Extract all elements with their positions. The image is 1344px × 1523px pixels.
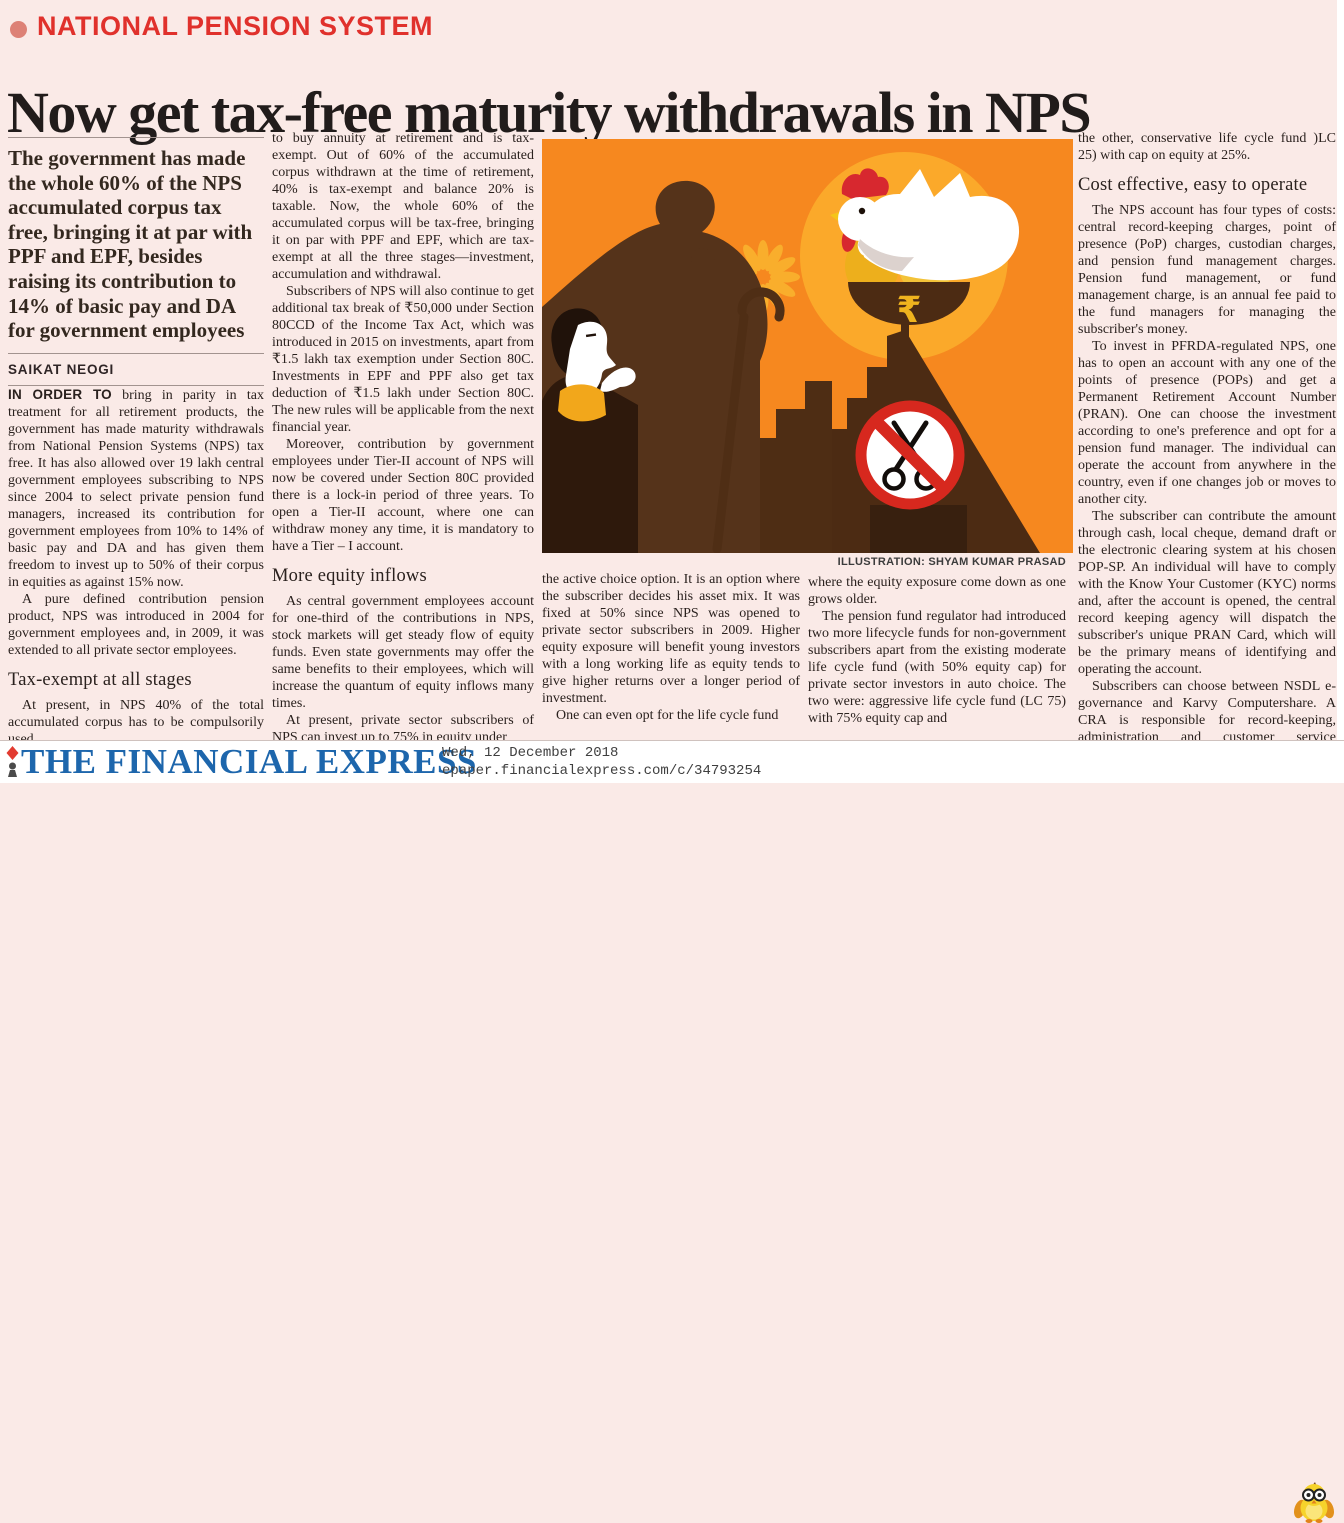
page-title: Now get tax-free maturity withdrawals in… xyxy=(7,79,1092,145)
walking-cane xyxy=(712,287,785,554)
body-paragraph: A pure defined contribution pension prod… xyxy=(8,591,264,658)
byline: SAIKAT NEOGI xyxy=(8,361,115,377)
hen xyxy=(830,168,1020,281)
masthead-title: THE FINANCIAL EXPRESS xyxy=(21,742,477,781)
date-label: Wed, 12 December 2018 xyxy=(442,745,619,761)
masthead-bar: THE FINANCIAL EXPRESS Wed, 12 December 2… xyxy=(0,740,1344,1523)
body-paragraph: At present, in NPS 40% of the total accu… xyxy=(8,697,264,747)
body-paragraph: where the equity exposure come down as o… xyxy=(808,575,1066,607)
fe-logo-icon xyxy=(6,746,19,777)
section-subhead-tax-exempt: Tax-exempt at all stages xyxy=(8,669,192,690)
body-paragraph: The NPS account has four types of costs:… xyxy=(1078,203,1336,337)
body-paragraph: To invest in PFRDA-regulated NPS, one ha… xyxy=(1078,339,1336,507)
column-1: The government has made the whole 60% of… xyxy=(8,137,264,748)
lead-in: IN ORDER TO xyxy=(8,386,112,402)
body-paragraph: Subscribers of NPS will also continue to… xyxy=(272,284,534,435)
section-subhead-more-equity: More equity inflows xyxy=(272,566,427,586)
kicker-dot-icon xyxy=(10,21,27,38)
body-text: bring in parity in tax treatment for all… xyxy=(8,387,264,590)
divider xyxy=(8,137,264,138)
body-paragraph: the other, conservative life cycle fund … xyxy=(1078,131,1336,163)
sign-plinth xyxy=(870,505,967,553)
body-paragraph: IN ORDER TO bring in parity in tax treat… xyxy=(8,386,264,591)
rupee-icon: ₹ xyxy=(896,290,921,331)
kicker-label: NATIONAL PENSION SYSTEM xyxy=(37,11,434,41)
no-cut-sign xyxy=(855,400,965,510)
column-3: the active choice option. It is an optio… xyxy=(542,571,800,724)
divider xyxy=(8,384,264,386)
thinker-figure xyxy=(542,308,638,553)
body-paragraph: Moreover, contribution by government emp… xyxy=(272,437,534,554)
bowl-stem xyxy=(901,324,909,337)
body-paragraph: to buy annuity at retirement and is tax-… xyxy=(272,131,534,282)
body-paragraph: One can even opt for the life cycle fund xyxy=(556,708,779,723)
epaper-url[interactable]: epaper.financialexpress.com/c/34793254 xyxy=(442,763,762,779)
nps-illustration: ₹ xyxy=(542,139,1073,554)
standfirst: The government has made the whole 60% of… xyxy=(8,146,253,343)
body-paragraph: As central government employees account … xyxy=(272,594,534,711)
section-subhead-cost-effective: Cost effective, easy to operate xyxy=(1078,175,1308,195)
owl-mascot-icon xyxy=(1294,1482,1334,1523)
nest-bowl xyxy=(848,282,970,325)
page-edge xyxy=(1337,0,1344,740)
body-paragraph: The pension fund regulator had introduce… xyxy=(808,609,1066,726)
body-paragraph: The subscriber can contribute the amount… xyxy=(1078,509,1336,677)
column-4: where the equity exposure come down as o… xyxy=(808,574,1066,727)
divider xyxy=(8,352,264,354)
column-2: to buy annuity at retirement and is tax-… xyxy=(272,130,534,746)
illustration-credit: ILLUSTRATION: SHYAM KUMAR PRASAD xyxy=(837,556,1066,568)
column-5: the other, conservative life cycle fund … xyxy=(1078,130,1336,763)
body-paragraph: the active choice option. It is an optio… xyxy=(542,572,800,706)
